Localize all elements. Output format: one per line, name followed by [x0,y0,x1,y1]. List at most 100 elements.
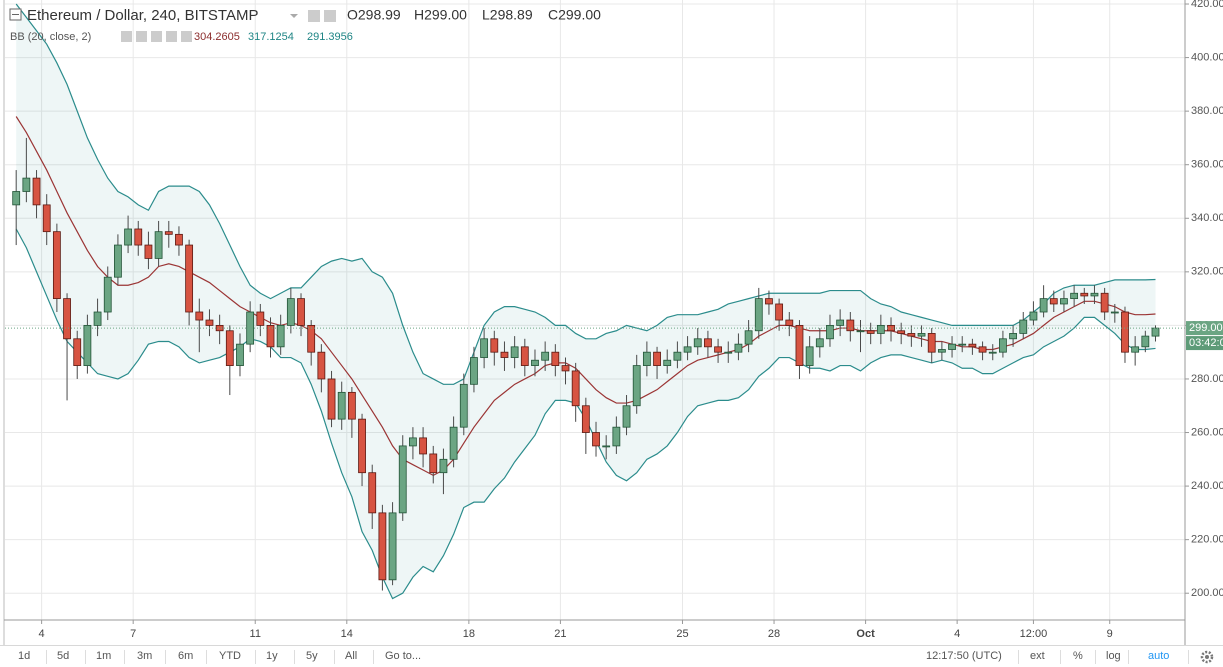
candle-body [459,383,468,428]
separator [255,650,256,664]
separator [165,650,166,664]
separator [124,650,125,664]
last-price-label: 299.00 [1189,322,1223,334]
candle-body [866,330,875,334]
option-button[interactable]: % [1073,650,1083,662]
x-tick-label: 4 [954,628,960,640]
candle-body [927,333,936,353]
candle-body [653,351,661,366]
candle-body [541,351,550,361]
x-tick-label: 14 [341,628,353,640]
icon-eye[interactable] [121,31,132,42]
candle-body [1110,311,1119,314]
candle-body [1039,298,1048,313]
candle-body [958,343,967,346]
x-tick-label: 12:00 [1020,628,1048,640]
band-basis [15,116,1156,477]
candle-body [470,357,478,385]
candle-body [480,338,489,358]
y-tick-label: 380.00 [1191,105,1223,117]
icon-eye[interactable] [308,10,320,22]
candle-body [602,445,611,448]
candle-body [144,244,153,259]
range-button[interactable]: 6m [178,650,194,662]
candle-body [1009,333,1017,340]
candle-body [805,346,814,366]
x-tick-label: 4 [39,628,45,640]
settings-gear[interactable] [1200,650,1214,664]
candle-body [1141,335,1150,348]
candle-body [1151,327,1160,337]
y-tick-label: 260.00 [1191,426,1223,438]
separator [294,650,295,664]
range-button[interactable]: 1d [18,650,31,662]
range-button[interactable]: YTD [219,650,241,662]
separator [1128,650,1129,664]
icon-remove[interactable] [181,31,192,42]
candle-body [205,319,214,326]
icon-more[interactable] [166,31,177,42]
option-button[interactable]: auto [1148,650,1170,662]
candle-body [978,346,987,353]
candle-body [988,351,997,354]
candle-body [917,333,926,337]
candle-body [307,324,316,353]
candle-body [175,233,183,246]
countdown-box [1186,336,1223,351]
candle-body [815,338,824,348]
candle-body [765,298,773,305]
y-tick-label: 220.00 [1191,534,1223,546]
icon-settings[interactable] [324,10,336,22]
range-button[interactable]: 1y [266,650,278,662]
separator [1188,650,1189,664]
candle-body [673,351,682,361]
range-button[interactable]: All [345,650,358,662]
candle-body [734,343,743,353]
candle-body [358,418,366,474]
candle-body [754,298,763,332]
ohlc-high: H299.00 [414,7,467,23]
candle-body [775,303,784,321]
x-tick-label: 25 [676,628,688,640]
indicator-upper: 317.1254 [248,31,294,43]
separator [1060,650,1061,664]
range-button[interactable]: 5y [306,650,318,662]
x-tick-label: 11 [250,628,261,640]
candle-body [937,349,946,353]
range-button[interactable]: 1m [96,650,112,662]
candle-body [114,244,122,278]
candle-body [785,319,794,326]
candle-body [795,324,804,366]
candle-body [826,324,834,340]
range-button[interactable]: 5d [57,650,70,662]
indicator-basis: 304.2605 [194,31,240,43]
icon-add[interactable] [151,31,162,42]
y-tick-label: 240.00 [1191,480,1223,492]
chart: Ethereum / Dollar, 240, BITSTAMP O298.99… [3,0,1223,645]
candle-body [510,346,519,358]
candle-body [52,231,61,300]
y-tick-label: 400.00 [1191,51,1223,63]
candle-body [368,472,377,514]
candle-body [347,391,356,420]
candle-body [327,378,336,420]
goto-button[interactable]: Go to... [385,650,422,662]
candle-body [1029,311,1038,321]
separator [373,650,374,664]
range-button[interactable]: 3m [137,650,153,662]
candle-body [571,370,580,407]
icon-settings[interactable] [136,31,147,42]
gear-center [1205,655,1209,659]
y-tick-label: 200.00 [1191,587,1223,599]
candle-body [622,405,631,428]
option-button[interactable]: log [1106,650,1121,662]
option-button[interactable]: ext [1030,650,1045,662]
x-tick-label: Oct [856,628,875,640]
candle-body [968,343,977,348]
candle-body [948,343,956,350]
candle-body [592,432,600,447]
dropdown-arrow[interactable] [290,14,298,18]
candle-body [215,324,224,332]
y-tick-label: 420.00 [1191,0,1223,10]
candle-body [714,346,722,353]
